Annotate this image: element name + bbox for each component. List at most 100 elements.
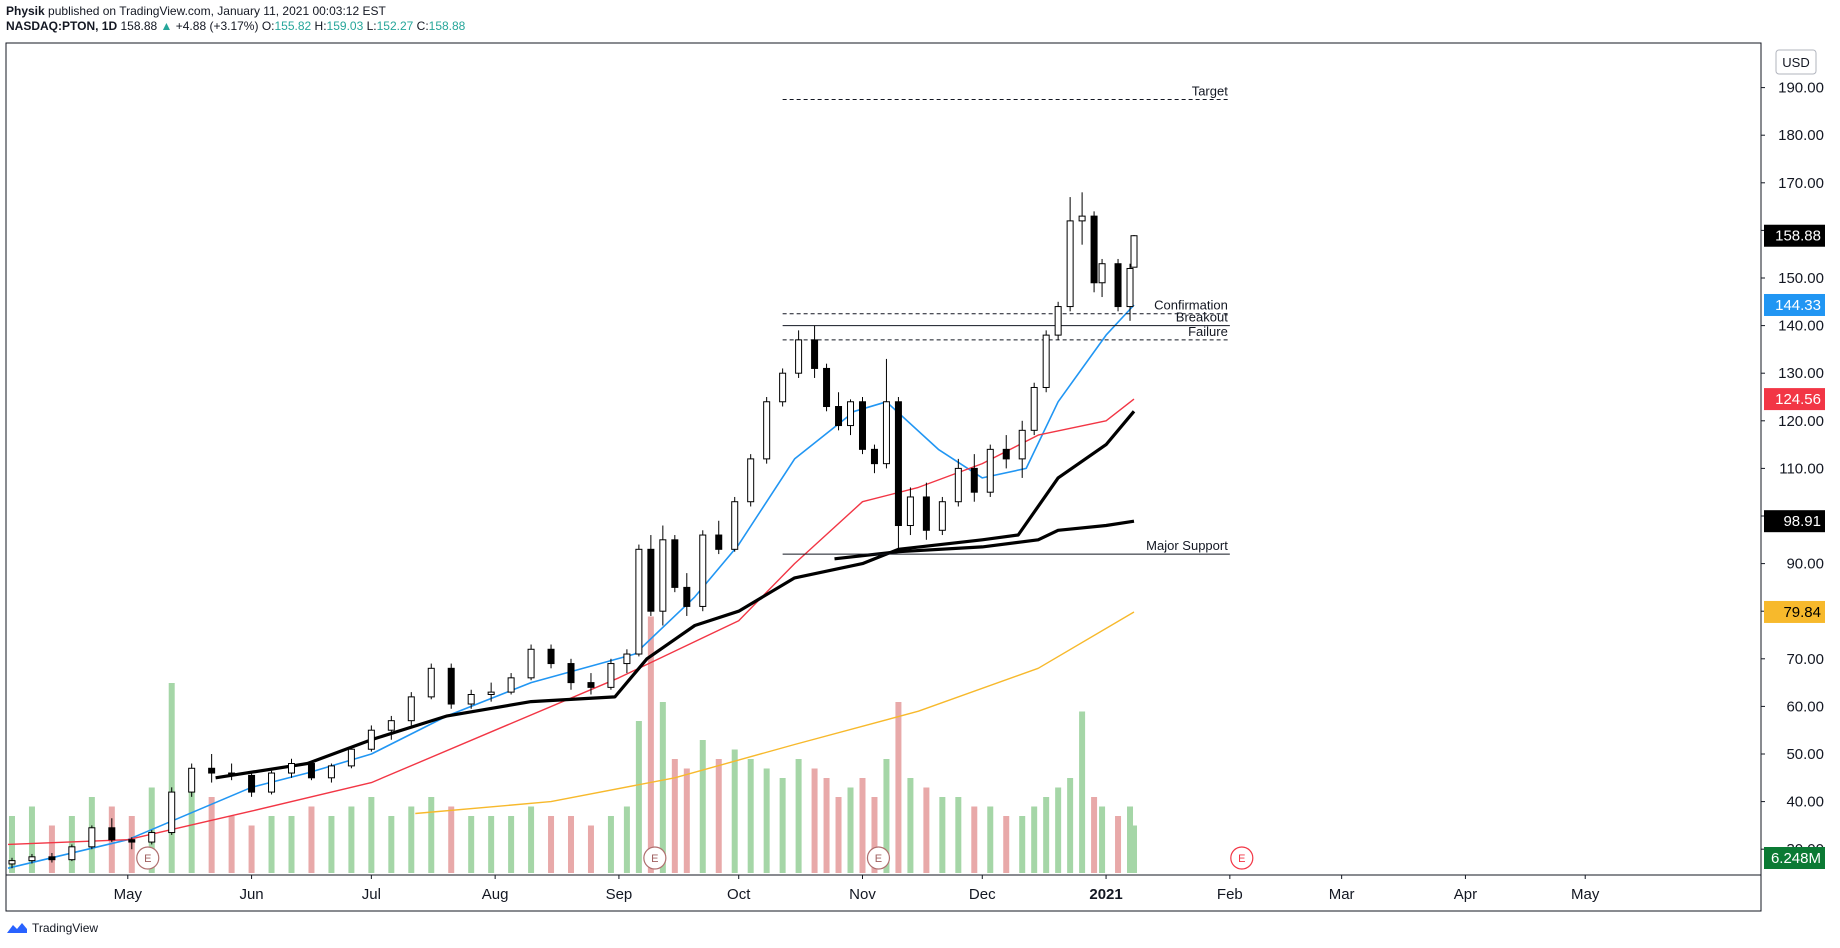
volume-bar xyxy=(683,768,690,873)
candle-body xyxy=(954,467,962,503)
y-tick-label: 170.00 xyxy=(1778,175,1824,192)
footer-brand[interactable]: TradingView xyxy=(6,921,98,935)
volume-bar xyxy=(308,806,315,873)
close-label: C: xyxy=(416,19,429,33)
low-label: L: xyxy=(366,19,377,33)
candle-body xyxy=(1078,215,1086,222)
price-badge xyxy=(1764,293,1825,316)
level-label: Confirmation xyxy=(1154,298,1228,313)
candle-body xyxy=(607,663,615,688)
volume-bar xyxy=(388,816,395,873)
candle-body xyxy=(1098,263,1106,284)
volume-bar xyxy=(871,797,878,873)
candle-body xyxy=(268,772,276,793)
candle-body xyxy=(347,748,355,767)
volume-bar xyxy=(607,816,614,873)
candle-body xyxy=(1054,306,1062,336)
open-value: 155.82 xyxy=(274,19,312,33)
published-text: published on TradingView.com, January 11… xyxy=(48,4,386,18)
x-tick-label: Jul xyxy=(362,886,381,903)
volume-bar xyxy=(1031,806,1038,873)
volume-bar xyxy=(48,825,55,873)
volume-bar xyxy=(568,816,575,873)
candle-body xyxy=(427,667,435,698)
x-tick-label: Dec xyxy=(969,886,996,903)
volume-bar xyxy=(328,816,335,873)
y-tick-label: 190.00 xyxy=(1778,80,1824,97)
currency-box[interactable]: USD xyxy=(1775,49,1817,75)
earnings-marker-label: E xyxy=(1238,853,1245,865)
volume-bar xyxy=(1067,778,1074,873)
volume-bar xyxy=(823,778,830,873)
volume-layer xyxy=(8,616,1138,873)
candle-body xyxy=(228,772,236,776)
x-tick-label: May xyxy=(1571,886,1600,903)
y-tick-label: 150.00 xyxy=(1778,270,1824,287)
footer-brand-label: TradingView xyxy=(32,921,99,935)
volume-bar xyxy=(987,806,994,873)
volume-bar xyxy=(647,616,654,873)
candle-body xyxy=(647,548,655,612)
price-badge-label: 79.84 xyxy=(1783,604,1821,621)
earnings-marker-label: E xyxy=(651,853,658,865)
volume-bar xyxy=(623,806,630,873)
price-badges: 158.88 144.33 124.56 98.91 79.84 6.248M xyxy=(1764,224,1825,869)
candle-body xyxy=(307,763,315,779)
volume-bar xyxy=(548,816,555,873)
price-badge-label: 144.33 xyxy=(1775,297,1821,314)
candle-body xyxy=(1066,220,1074,308)
change-arrow-icon: ▲ xyxy=(160,19,173,33)
candle-body xyxy=(88,827,96,848)
x-tick-label: Mar xyxy=(1329,886,1355,903)
volume-bar xyxy=(699,740,706,873)
candle-body xyxy=(659,539,667,612)
volume-bar xyxy=(971,806,978,873)
chart-header: Physik published on TradingView.com, Jan… xyxy=(6,4,465,34)
y-tick-label: 40.00 xyxy=(1786,794,1824,811)
candle-body xyxy=(747,458,755,503)
candle-body xyxy=(623,653,631,665)
earnings-marker xyxy=(1230,846,1254,870)
candle-body xyxy=(986,448,994,493)
candle-body xyxy=(1030,386,1038,431)
candle-body xyxy=(28,856,36,862)
price-badge-label: 124.56 xyxy=(1775,391,1821,408)
x-tick-label: Sep xyxy=(606,886,633,903)
moving-average-line xyxy=(7,304,1135,869)
level-label: Major Support xyxy=(1146,538,1228,553)
candle-body xyxy=(8,860,16,865)
candle-body xyxy=(922,496,930,531)
last-price: 158.88 xyxy=(120,19,158,33)
candle-body xyxy=(635,548,643,655)
volume-bar xyxy=(348,806,355,873)
price-badge xyxy=(1764,510,1825,533)
candle-body xyxy=(894,401,902,527)
volume-bar xyxy=(1079,711,1086,873)
price-badge xyxy=(1764,224,1825,247)
volume-bar xyxy=(795,759,802,873)
candle-body xyxy=(287,763,295,774)
publish-line: Physik published on TradingView.com, Jan… xyxy=(6,4,465,19)
close-value: 158.88 xyxy=(428,19,466,33)
candle-body xyxy=(68,846,76,861)
candle-body xyxy=(938,501,946,531)
volume-bar xyxy=(1115,816,1122,873)
y-tick-label: 180.00 xyxy=(1778,127,1824,144)
price-badge xyxy=(1764,388,1825,411)
volume-bar xyxy=(268,816,275,873)
volume-bar xyxy=(488,816,495,873)
volume-bar xyxy=(715,759,722,873)
earnings-marker xyxy=(643,846,667,870)
ohlc-line: NASDAQ:PTON, 1D 158.88 ▲ +4.88 (+3.17%) … xyxy=(6,19,465,34)
y-tick-label: 120.00 xyxy=(1778,413,1824,430)
candle-body xyxy=(847,401,855,427)
volume-bar xyxy=(1003,816,1010,873)
x-tick-label: Feb xyxy=(1217,886,1243,903)
moving-average-line xyxy=(415,611,1135,815)
earnings-marker-label: E xyxy=(144,853,151,865)
candle-body xyxy=(763,401,771,460)
author-name[interactable]: Physik xyxy=(6,4,45,18)
candle-body xyxy=(148,832,156,843)
volume-bar xyxy=(408,806,415,873)
